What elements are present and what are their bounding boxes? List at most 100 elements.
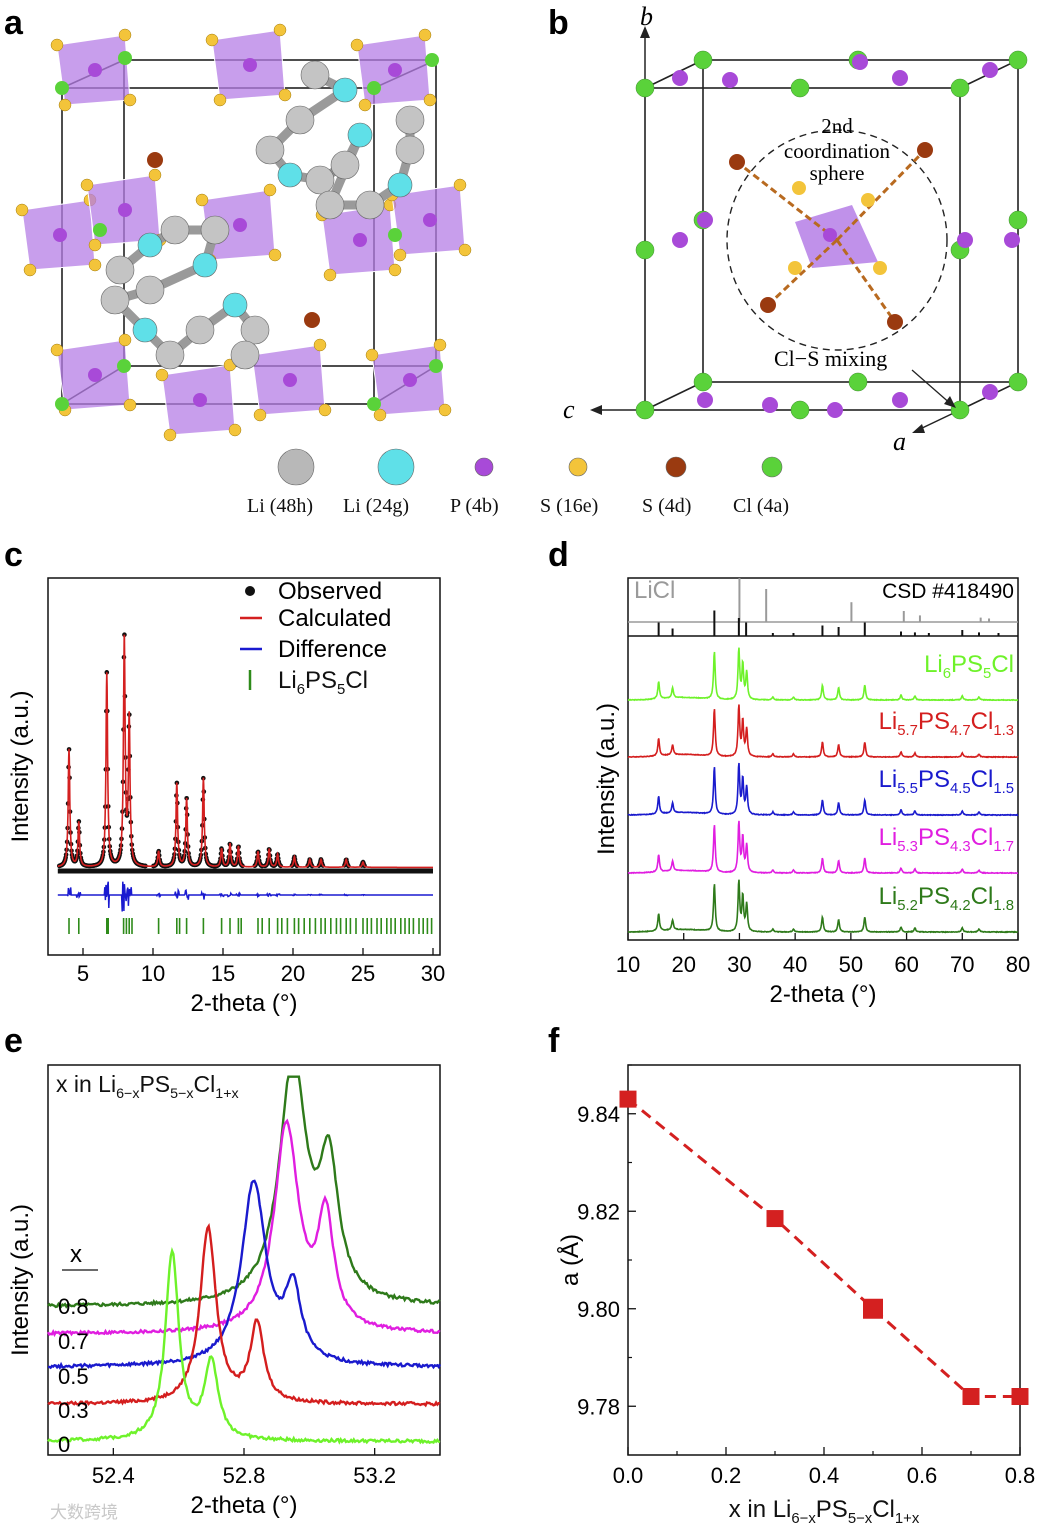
x-tick-label: 0.6 (907, 1463, 938, 1488)
formula-part: Li (924, 651, 943, 678)
y-axis-label: Intensity (a.u.) (593, 703, 620, 855)
li48h-atom (135, 275, 165, 305)
p-atom (982, 384, 998, 400)
series-label: Li5.3PS4.3Cl1.7 (879, 824, 1014, 855)
legend-label: Calculated (278, 605, 391, 632)
formula-part: PS (918, 883, 950, 910)
p-atom (823, 228, 837, 242)
formula-part: Cl (345, 667, 368, 694)
x-tick-label: 25 (351, 961, 375, 986)
series-line (627, 820, 1019, 875)
cl-s-mixing-label: Cl−S mixing (774, 346, 887, 371)
data-point (1011, 1388, 1029, 1405)
formula-part: Cl (971, 824, 994, 851)
li48h-atom (285, 105, 315, 135)
series-label: Li5.2PS4.2Cl1.8 (879, 883, 1014, 914)
legend-atom-label-0: Li (48h) (247, 495, 313, 517)
legend-atom-label-5: Cl (4a) (733, 495, 789, 517)
x-tick-label: 40 (783, 952, 807, 977)
formula-part: Li (879, 766, 898, 793)
formula-part: PS (139, 1071, 170, 1097)
subscript: 1+x (895, 1511, 920, 1527)
xrd-refinement-chart: 5 10 15 20 25 30 2-theta (°) Intensity (a.u.) Ob… (7, 577, 445, 1017)
li48h-atom (255, 135, 285, 165)
cl-atom (635, 240, 655, 260)
s-atom (118, 28, 132, 42)
x-value-label: 0.5 (58, 1364, 89, 1389)
cl-atom (425, 53, 439, 67)
subscript: 4.7 (950, 723, 971, 739)
s-atom (358, 98, 372, 112)
panel-d: d 10 20 30 40 50 60 70 80 2-theta (°) Intensity (… (548, 536, 1030, 1008)
p-atom (88, 368, 102, 382)
legend-label: Observed (278, 578, 382, 605)
li48h-atom (395, 135, 425, 165)
subscript: 1.8 (993, 898, 1014, 914)
plot-frame (627, 1064, 1021, 1456)
panel-label-c: c (4, 536, 23, 574)
s-atom (88, 238, 102, 252)
cl-atom (848, 372, 868, 392)
series-line (627, 704, 1019, 759)
formula-part: PS (305, 667, 337, 694)
crystal-legend: Li (48h) Li (24g) P (4b) S (16e) S (4d) Cl (4… (247, 448, 789, 517)
formula-part: x in Li (729, 1496, 792, 1523)
li48h-atom (395, 105, 425, 135)
panel-b: b b c a 2nd coordination sphere Cl−S mix… (548, 2, 1028, 456)
mixed-cl-s-atom (917, 142, 933, 158)
trend-line (627, 1097, 1020, 1398)
li48h-atom (315, 190, 345, 220)
p-atom (388, 63, 402, 77)
s-atom (50, 38, 64, 52)
x-axis-label: 2-theta (°) (191, 990, 298, 1017)
x-tick-label: 5 (77, 961, 89, 986)
formula-part: PS (918, 766, 950, 793)
legend-atom-2 (474, 457, 494, 477)
crystal-structure-a-image (15, 23, 472, 442)
formula-part: Cl (194, 1071, 216, 1097)
cl-atom (55, 397, 69, 411)
axis-a-arrowhead (912, 424, 925, 433)
series-line (47, 1075, 441, 1309)
s-atom (788, 261, 802, 275)
s-atom (213, 93, 227, 107)
formula-part: Cl (971, 708, 994, 735)
y-tick-label: 9.84 (577, 1102, 620, 1127)
li48h-atom (105, 255, 135, 285)
subscript: 5.3 (897, 839, 918, 855)
s-atom (253, 408, 267, 422)
cl-atom (1008, 210, 1028, 230)
formula-part: PS (951, 651, 983, 678)
cell-edge (644, 381, 704, 411)
li24g-atom (387, 172, 413, 198)
data-point (766, 1210, 784, 1228)
cl-atom (950, 78, 970, 98)
calculated-line (57, 634, 433, 869)
formula-part: Cl (971, 766, 994, 793)
sphere-label-2: coordination (784, 139, 891, 163)
sphere-label-3: sphere (810, 161, 865, 185)
subscript: 4.2 (950, 898, 971, 914)
axis-a-label: a (893, 427, 906, 456)
plot-frame (47, 577, 441, 956)
x-tick-label: 30 (727, 952, 751, 977)
panel-label-a: a (4, 4, 24, 42)
x-column-header: x (70, 1241, 82, 1268)
subscript: 6 (297, 682, 305, 698)
p-atom (852, 54, 868, 70)
series-label: Li6PS5Cl (924, 651, 1014, 682)
cl-atom (635, 400, 655, 420)
peak-shift-chart: 52.4 52.8 53.2 2-theta (°) Intensity (a.u.) x… (7, 1064, 442, 1519)
p-atom (892, 70, 908, 86)
s-atom (195, 193, 209, 207)
panel-c: c 5 10 15 20 25 30 2-theta (°) Intensity (a.u.)… (4, 536, 445, 1017)
axis-c-label: c (563, 395, 575, 424)
s-atom (123, 93, 137, 107)
x-tick-label: 52.4 (92, 1463, 135, 1488)
p-atom (762, 397, 778, 413)
legend-title: x in Li6−xPS5−xCl1+x (56, 1071, 239, 1102)
mixed-cl-s-atom (760, 297, 776, 313)
p-atom (892, 392, 908, 408)
series-label: Li5.7PS4.7Cl1.3 (879, 708, 1014, 739)
s-atom (80, 178, 94, 192)
